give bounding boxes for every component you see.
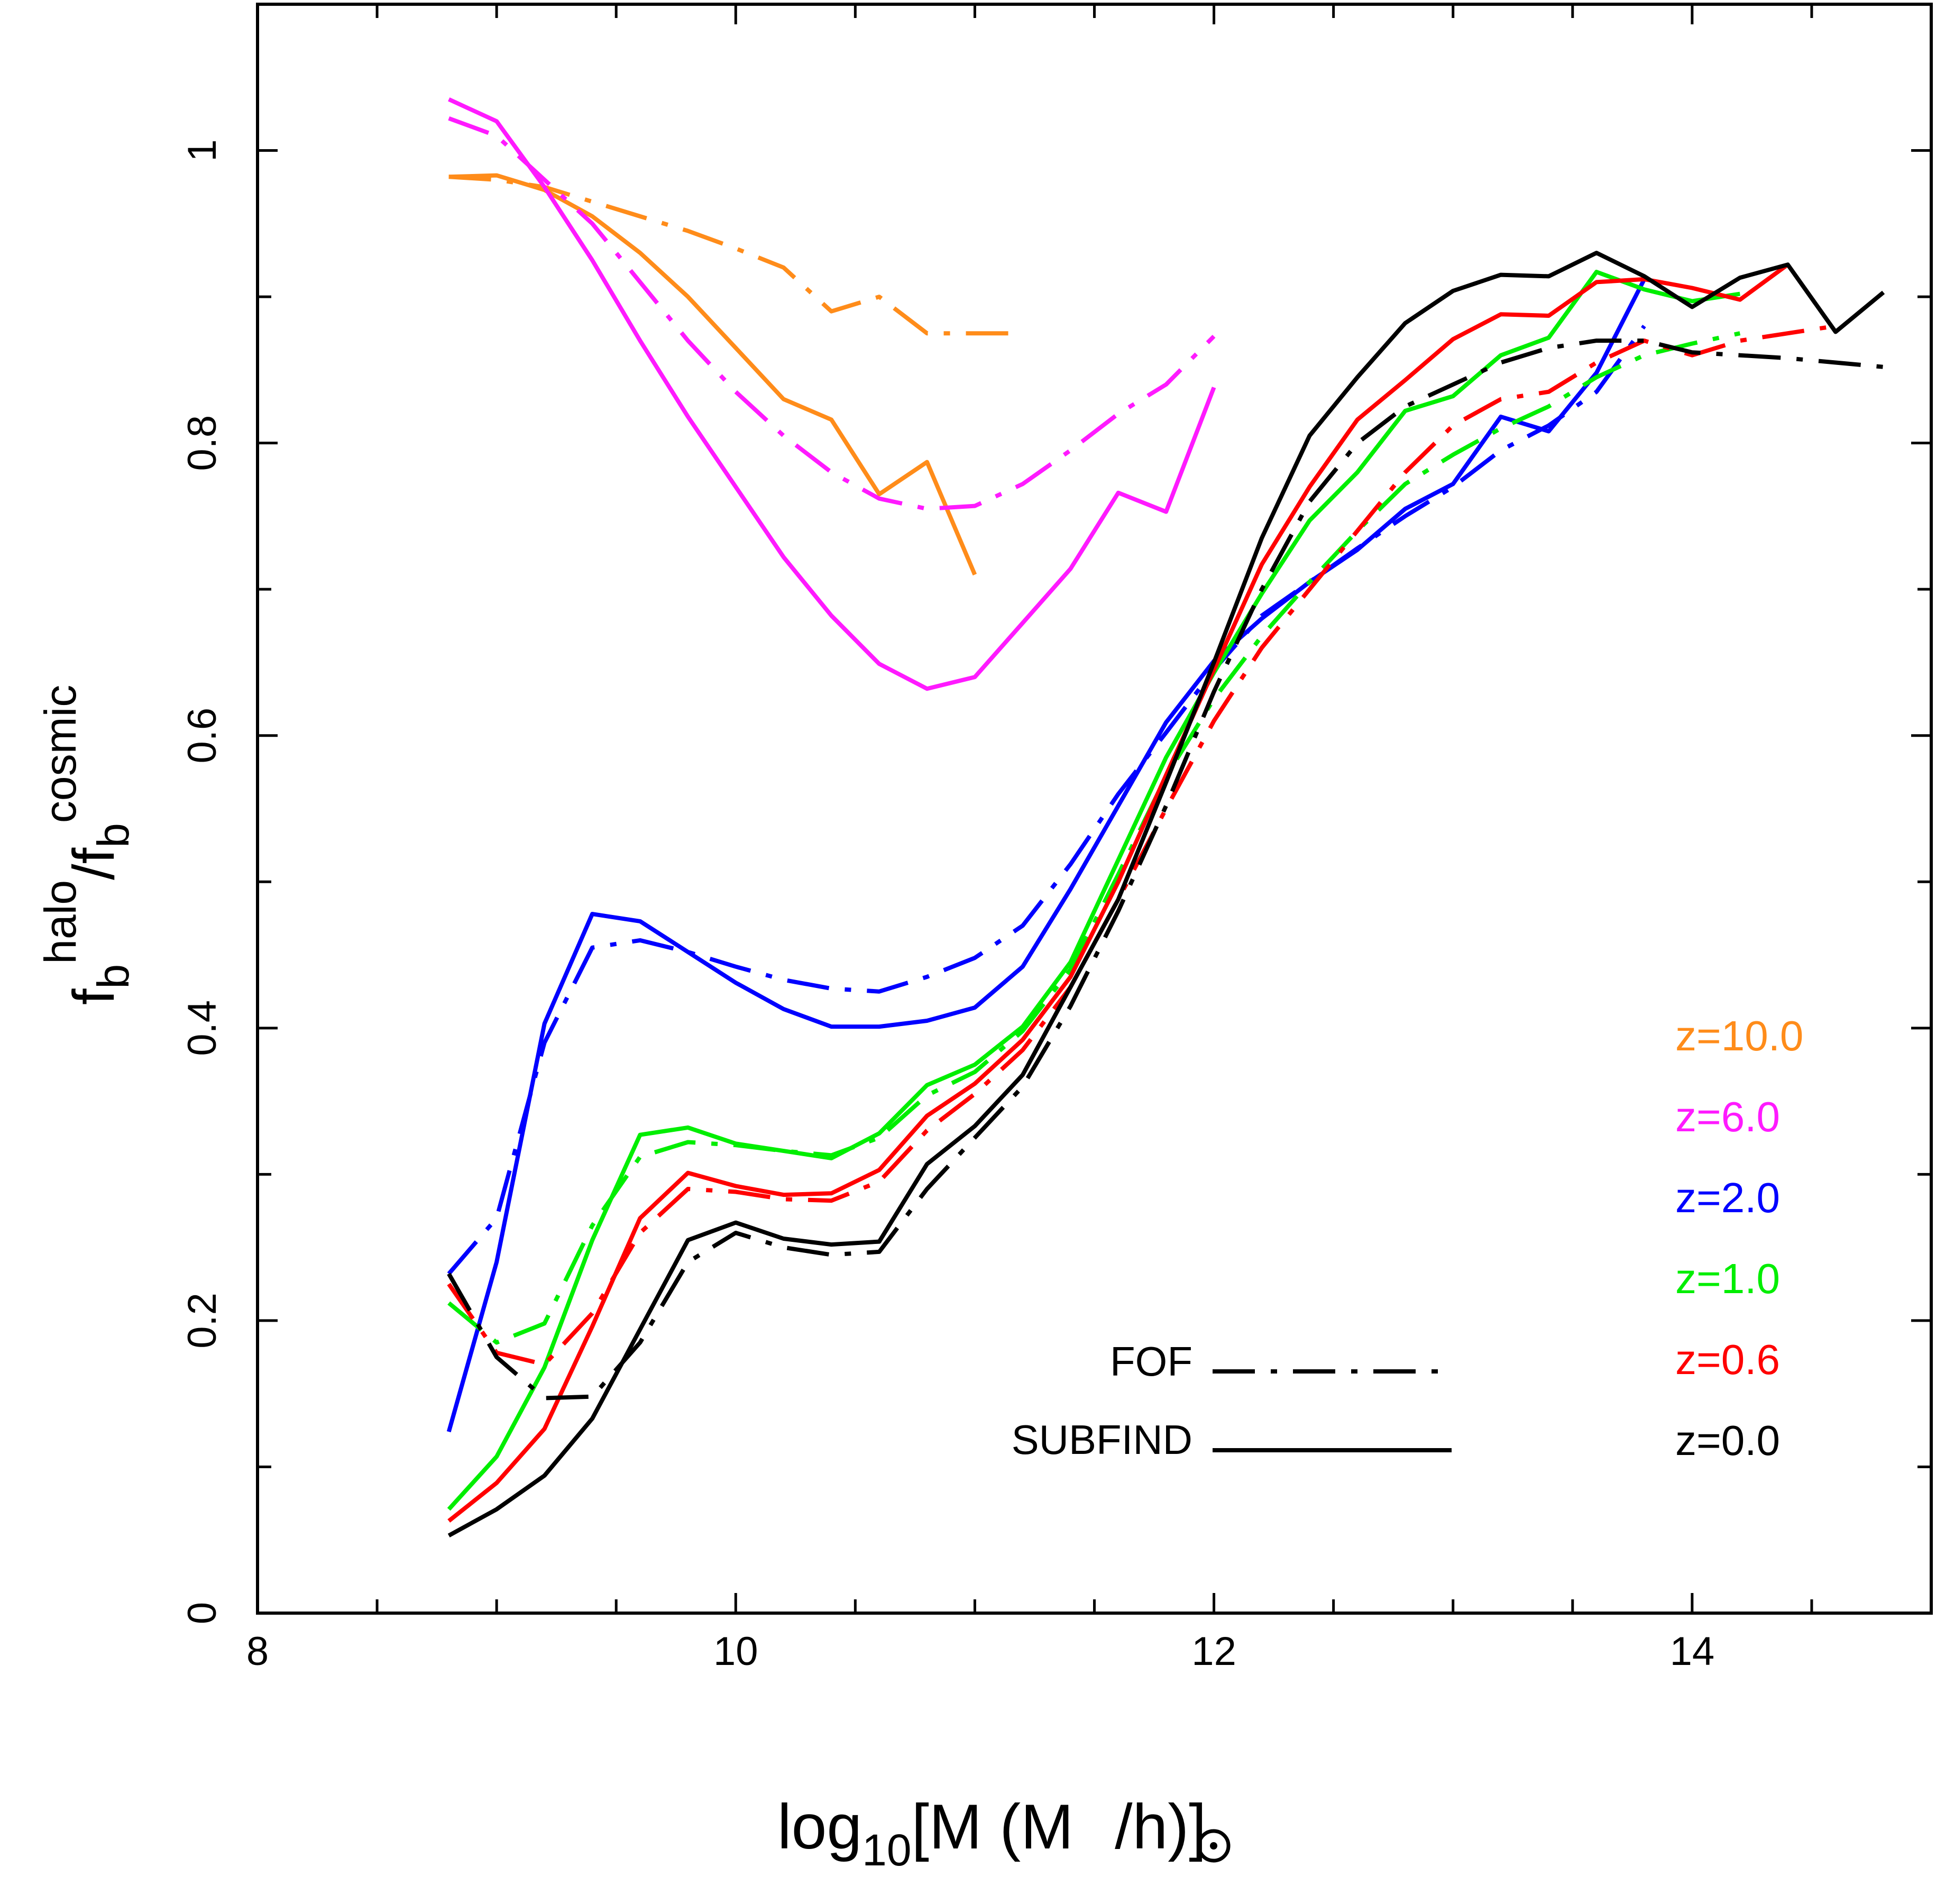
series-line-z0_0-subfind — [447, 251, 1885, 1537]
legend-z2: z=2.0 — [1675, 1174, 1780, 1221]
series-line-z1_0-subfind — [447, 270, 1740, 1511]
legend-z1: z=1.0 — [1675, 1255, 1780, 1302]
series-line-z6_0-subfind — [448, 97, 1216, 691]
axis-ticks — [256, 3, 1933, 1615]
svg-text:fbhalo/fbcosmic: fbhalo/fbcosmic — [35, 685, 138, 1005]
series-line-z2_0-fof — [447, 325, 1646, 1276]
x-tick-label: 8 — [246, 1629, 269, 1674]
axis-tick-labels: 8 10 12 14 0 0.2 0.4 0.6 0.8 1 — [180, 139, 1714, 1674]
legend-z0: z=0.0 — [1675, 1417, 1780, 1464]
series-line-z1_0-fof — [447, 331, 1741, 1345]
y-axis-label-f2: f — [61, 847, 126, 864]
y-tick-label: 1 — [180, 139, 225, 161]
y-tick-label: 0.4 — [180, 1000, 225, 1056]
series-line-z10_0-fof — [448, 175, 1023, 336]
x-axis-label: log10[M (M/h)] — [777, 1791, 1207, 1875]
y-tick-label: 0.8 — [180, 415, 225, 471]
legend-z6: z=6.0 — [1675, 1093, 1780, 1140]
x-tick-label: 12 — [1191, 1629, 1236, 1674]
y-axis-label-slash: / — [61, 864, 126, 880]
legend-z06: z=0.6 — [1675, 1336, 1780, 1383]
y-tick-label: 0.6 — [180, 708, 225, 764]
x-axis-label-log: log — [777, 1791, 862, 1862]
y-tick-label: 0 — [180, 1602, 225, 1624]
series-line-z2_0-subfind — [446, 278, 1646, 1433]
x-axis-label-post: /h)] — [1115, 1791, 1206, 1862]
legend-z10: z=10.0 — [1675, 1012, 1803, 1059]
series-line-z0_6-subfind — [447, 263, 1790, 1523]
x-axis-label-sub: 10 — [862, 1825, 911, 1875]
y-axis-label: fbhalo/fbcosmic — [35, 685, 138, 1005]
legend-subfind-label: SUBFIND — [1012, 1416, 1192, 1463]
series-lines — [446, 97, 1885, 1537]
legend-fof-label: FOF — [1110, 1338, 1192, 1385]
x-axis-label-mid: [M (M — [912, 1791, 1074, 1862]
y-axis-label-f1: f — [61, 988, 126, 1005]
y-axis-label-sub2: b — [88, 823, 138, 848]
y-axis-label-sup2: cosmic — [35, 685, 85, 823]
legend-redshift: z=10.0 z=6.0 z=2.0 z=1.0 z=0.6 z=0.0 — [1675, 1012, 1803, 1464]
series-line-z0_0-fof — [447, 338, 1884, 1400]
y-tick-label: 0.2 — [180, 1293, 225, 1349]
sun-symbol-icon — [1197, 1829, 1231, 1863]
series-line-z6_0-fof — [448, 116, 1216, 511]
x-tick-label: 14 — [1670, 1629, 1715, 1674]
y-axis-label-sub1: b — [88, 964, 138, 989]
legend-style: FOF SUBFIND — [1012, 1338, 1452, 1463]
x-tick-label: 10 — [713, 1629, 758, 1674]
series-line-z10_0-subfind — [448, 173, 977, 576]
y-axis-label-sup1: halo — [35, 880, 85, 964]
